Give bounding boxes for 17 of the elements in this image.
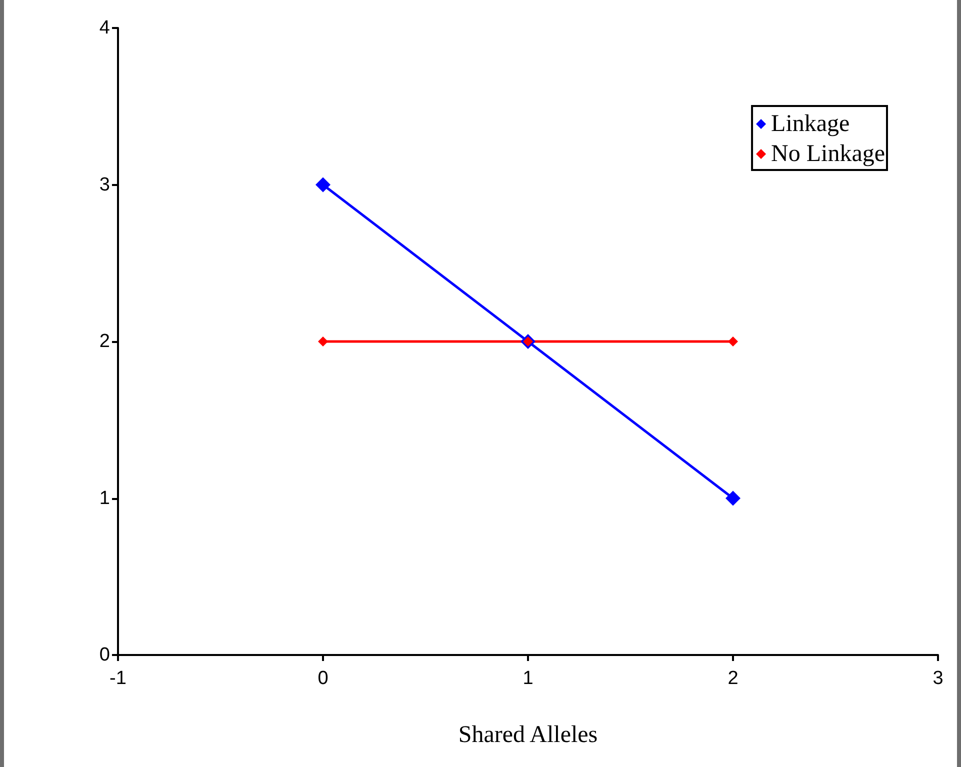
- y-tick-label: 0: [99, 644, 110, 666]
- point: [316, 177, 330, 192]
- point: [318, 336, 328, 346]
- y-tick-label: 3: [99, 174, 110, 196]
- x-tick-label: 2: [728, 668, 738, 689]
- y-tick-label: 4: [99, 18, 110, 38]
- point: [726, 490, 740, 506]
- x-tick-label: -1: [110, 668, 126, 689]
- x-axis-title: Shared Alleles: [458, 722, 598, 748]
- point: [728, 336, 738, 346]
- legend-label: No Linkage: [771, 141, 886, 167]
- legend-label: Linkage: [771, 111, 850, 137]
- y-tick-label: 1: [99, 488, 110, 509]
- x-tick-label: 3: [932, 668, 944, 689]
- x-tick-label: 0: [318, 668, 328, 689]
- x-tick-label: 1: [522, 668, 534, 689]
- y-tick-label: 2: [99, 331, 110, 352]
